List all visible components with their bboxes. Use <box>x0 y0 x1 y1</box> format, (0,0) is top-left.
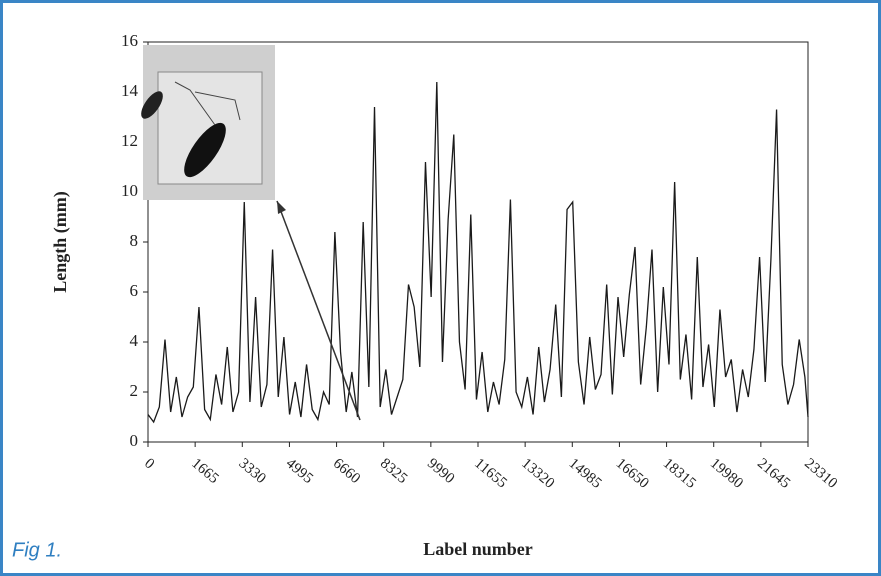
inset-organism <box>184 122 226 178</box>
x-axis-title: Label number <box>423 539 533 559</box>
arrow <box>276 200 361 421</box>
y-tick-label: 6 <box>130 281 139 300</box>
inset-image <box>141 45 275 200</box>
y-tick-label: 2 <box>130 381 139 400</box>
y-axis-title: Length (mm) <box>50 191 71 293</box>
y-tick-label: 14 <box>121 81 139 100</box>
y-tick-label: 8 <box>130 231 139 250</box>
y-tick-label: 4 <box>130 331 139 350</box>
inset-antenna <box>174 81 241 126</box>
y-tick-label: 12 <box>121 131 138 150</box>
y-tick-label: 10 <box>121 181 138 200</box>
inset-organism <box>141 91 163 119</box>
y-tick-label: 0 <box>130 431 139 450</box>
y-tick-label: 16 <box>121 31 138 50</box>
caption: Fig 1. <box>12 539 62 561</box>
arrow-head <box>277 201 286 214</box>
data-line <box>147 81 809 424</box>
